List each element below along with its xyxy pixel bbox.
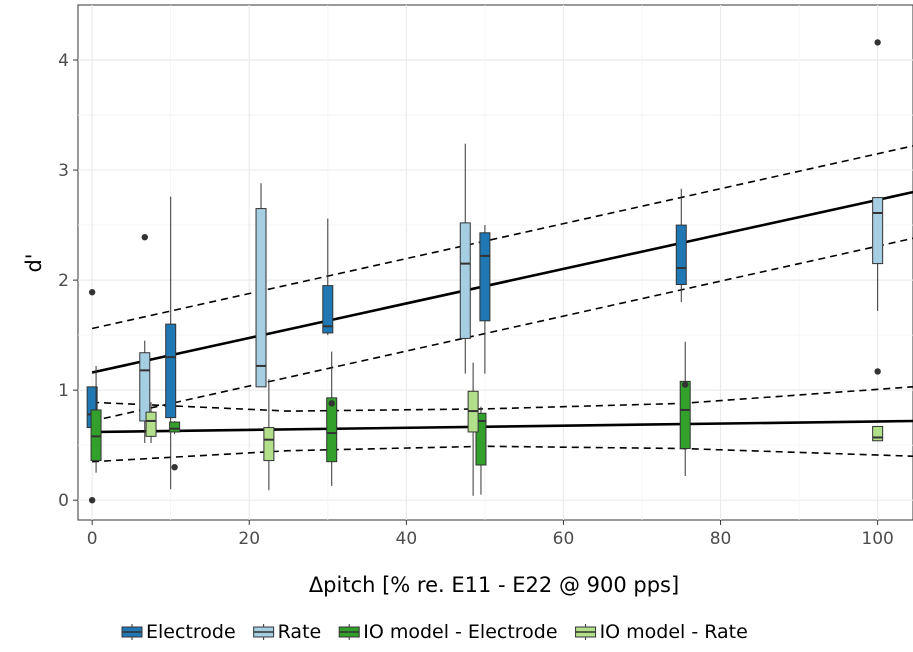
box-iqr: [165, 323, 177, 419]
box-iqr: [139, 352, 151, 422]
box-iqr: [479, 232, 491, 322]
regression-line: [91, 190, 913, 374]
outlier-point: [874, 368, 881, 375]
legend-item: Electrode: [121, 621, 236, 643]
confidence-band-line: [92, 386, 913, 412]
confidence-band-line: [92, 445, 913, 463]
x-tick-label: 20: [238, 529, 260, 549]
outlier-point: [328, 400, 335, 407]
box-iqr: [675, 224, 687, 286]
box-io-model-rate: [263, 379, 275, 491]
legend-label: Rate: [278, 621, 322, 643]
x-tick-label: 40: [396, 529, 418, 549]
x-axis-title: Δpitch [% re. E11 - E22 @ 900 pps]: [309, 573, 679, 597]
box-io-model-rate: [872, 425, 884, 442]
box-io-model-electrode: [679, 341, 691, 476]
outlier-point: [88, 496, 96, 504]
outlier-point: [88, 289, 96, 296]
box-rate: [139, 233, 151, 443]
box-iqr: [263, 427, 275, 462]
box-iqr: [872, 197, 884, 265]
box-iqr: [145, 411, 157, 437]
box-plots: [86, 39, 884, 504]
box-rate: [459, 143, 471, 374]
legend-item: IO model - Rate: [575, 621, 748, 643]
outlier-point: [874, 39, 881, 46]
x-tick-label: 60: [553, 529, 575, 549]
y-tick-label: 4: [58, 51, 69, 71]
legend: Electrode Rate IO model - Electrode IO mode…: [121, 621, 748, 643]
box-iqr: [255, 208, 267, 388]
legend-label: IO model - Electrode: [363, 621, 557, 643]
box-io-model-electrode: [169, 420, 181, 471]
box-iqr: [326, 397, 338, 463]
confidence-band-line: [91, 237, 913, 422]
box-iqr: [169, 421, 181, 433]
outlier-point: [141, 233, 148, 241]
legend-label: Electrode: [146, 621, 236, 643]
box-electrode: [675, 188, 687, 303]
box-io-model-electrode: [475, 406, 487, 495]
y-axis-title: d': [22, 253, 46, 272]
box-iqr: [679, 380, 691, 449]
box-io-model-electrode: [90, 365, 102, 473]
box-rate: [872, 39, 884, 375]
x-tick-label: 100: [861, 529, 893, 549]
panel-background: [77, 4, 913, 521]
box-electrode: [322, 218, 334, 336]
box-iqr: [872, 425, 884, 442]
x-tick-label: 0: [87, 529, 98, 549]
y-tick-label: 1: [58, 381, 69, 401]
y-tick-label: 2: [58, 271, 69, 291]
confidence-band-line: [91, 145, 913, 330]
box-iqr: [322, 285, 334, 334]
outlier-point: [171, 463, 178, 471]
fit-lines: [91, 145, 913, 463]
y-tick-label: 3: [58, 161, 69, 181]
x-tick-label: 80: [710, 529, 732, 549]
box-rate: [255, 183, 267, 388]
legend-label: IO model - Rate: [600, 621, 748, 643]
box-electrode: [479, 225, 491, 374]
box-io-model-electrode: [326, 351, 338, 486]
y-tick-label: 0: [58, 491, 69, 511]
box-io-model-rate: [145, 402, 157, 443]
legend-item: IO model - Electrode: [338, 621, 558, 643]
y-axis: 0 1 2 3 4: [58, 51, 78, 511]
legend-item: Rate: [253, 621, 322, 643]
box-iqr: [459, 222, 471, 339]
regression-line: [92, 419, 913, 434]
box-iqr: [90, 409, 102, 462]
outlier-point: [682, 381, 689, 388]
x-axis: 0 20 40 60 80 100: [87, 520, 894, 549]
box-io-model-rate: [467, 362, 479, 496]
box-iqr: [475, 412, 487, 466]
